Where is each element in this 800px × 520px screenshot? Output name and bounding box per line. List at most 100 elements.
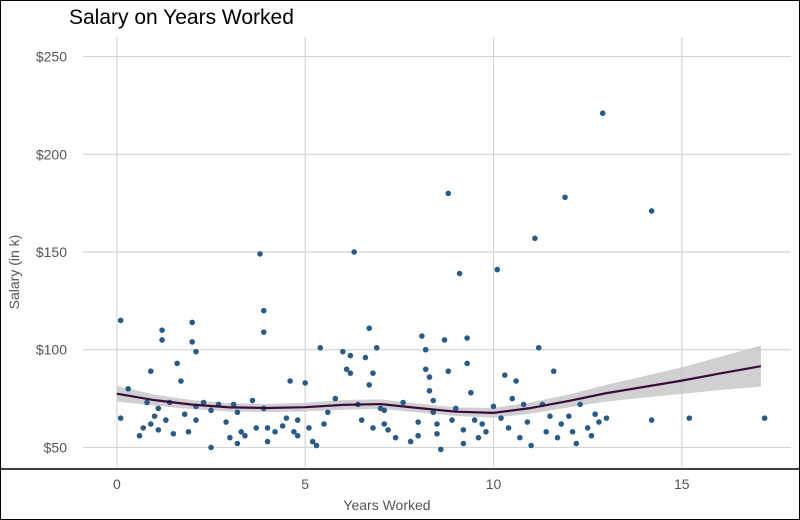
data-point-99: [464, 335, 470, 341]
data-point-113: [517, 434, 523, 441]
chart-title: Salary on Years Worked: [69, 6, 294, 29]
data-point-53: [309, 438, 316, 445]
y-tick-label-0: $50: [44, 439, 68, 455]
data-point-86: [430, 397, 437, 404]
data-point-51: [302, 380, 308, 386]
data-point-107: [494, 266, 501, 273]
data-point-15: [170, 430, 177, 437]
data-point-16: [174, 360, 180, 367]
data-point-48: [291, 429, 297, 435]
data-point-0: [117, 317, 124, 324]
data-point-126: [566, 413, 572, 419]
data-point-110: [505, 425, 512, 431]
y-tick-label-2: $150: [36, 244, 67, 260]
data-point-71: [373, 344, 380, 351]
data-point-84: [426, 374, 433, 380]
data-point-89: [434, 430, 440, 437]
data-point-42: [264, 425, 271, 431]
data-point-65: [358, 417, 365, 423]
smooth-line-group: [116, 365, 762, 414]
data-point-26: [208, 407, 214, 414]
data-point-132: [592, 411, 598, 418]
data-point-57: [324, 409, 331, 416]
data-point-121: [547, 413, 553, 419]
data-point-114: [520, 401, 527, 408]
data-point-78: [407, 438, 414, 445]
y-tick-labels: $50 $100 $150 $200 $250: [36, 49, 67, 456]
data-point-60: [343, 366, 350, 373]
data-point-116: [528, 442, 534, 449]
data-point-22: [193, 348, 199, 355]
data-point-55: [317, 344, 324, 351]
data-point-93: [445, 368, 452, 375]
data-point-13: [163, 417, 169, 423]
data-point-100: [464, 360, 470, 367]
y-tick-label-4: $250: [36, 49, 67, 65]
data-point-61: [347, 352, 354, 359]
y-axis-title: Salary (in k): [6, 235, 22, 310]
data-point-5: [144, 399, 150, 406]
data-point-96: [456, 270, 463, 277]
data-point-128: [573, 440, 580, 447]
data-point-49: [294, 432, 301, 439]
data-point-25: [200, 399, 207, 406]
data-point-8: [151, 413, 158, 419]
data-point-4: [140, 425, 147, 431]
data-point-74: [381, 421, 388, 427]
data-point-44: [272, 429, 278, 435]
data-point-138: [686, 415, 693, 421]
data-point-134: [599, 110, 606, 117]
data-point-47: [287, 378, 293, 384]
x-tick-label-2: 10: [486, 476, 502, 492]
data-point-91: [441, 337, 448, 343]
data-point-135: [603, 415, 610, 421]
data-point-80: [415, 432, 421, 439]
data-point-12: [159, 337, 165, 343]
data-point-19: [185, 429, 192, 435]
data-point-6: [147, 421, 154, 427]
data-point-75: [385, 427, 391, 433]
data-point-92: [445, 190, 452, 197]
data-point-56: [321, 421, 327, 427]
data-point-21: [189, 339, 196, 345]
x-tick-label-1: 5: [301, 476, 309, 492]
data-point-109: [501, 372, 508, 378]
data-point-118: [535, 344, 542, 351]
data-point-97: [460, 427, 467, 433]
data-point-33: [234, 440, 241, 447]
data-point-104: [479, 421, 485, 427]
data-point-36: [249, 397, 256, 404]
data-point-1: [117, 415, 124, 421]
data-point-85: [426, 387, 433, 394]
data-point-3: [136, 432, 143, 439]
data-point-79: [415, 419, 421, 425]
data-point-27: [208, 444, 214, 451]
confidence-band: [116, 345, 761, 418]
data-point-37: [253, 425, 260, 431]
data-point-82: [422, 346, 429, 353]
data-point-124: [558, 421, 565, 427]
data-point-10: [155, 427, 162, 433]
data-point-24: [193, 417, 199, 423]
data-point-106: [490, 403, 497, 410]
data-point-133: [596, 419, 602, 425]
data-point-101: [468, 389, 474, 396]
data-point-81: [419, 333, 425, 339]
data-point-31: [230, 401, 237, 408]
data-point-108: [498, 415, 504, 421]
data-point-40: [260, 329, 267, 335]
y-tick-label-1: $100: [36, 342, 67, 358]
data-point-39: [260, 307, 267, 314]
data-point-77: [400, 399, 406, 406]
data-point-35: [242, 432, 248, 439]
data-point-83: [422, 366, 429, 373]
data-point-129: [577, 401, 583, 408]
data-point-63: [351, 249, 357, 255]
data-point-125: [562, 194, 568, 201]
data-point-95: [453, 405, 459, 412]
data-point-9: [155, 405, 162, 412]
data-point-112: [513, 378, 519, 384]
data-point-59: [340, 348, 346, 355]
